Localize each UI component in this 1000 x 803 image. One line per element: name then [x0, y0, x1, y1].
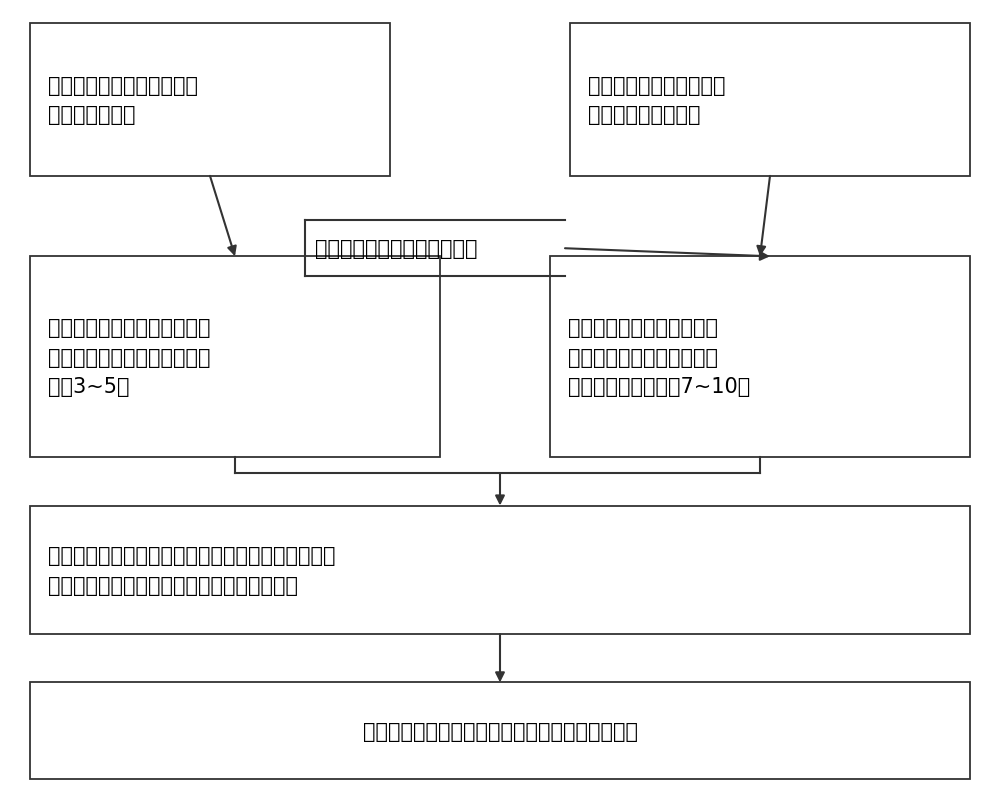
Text: 观察列当种子的萌发和寄生瘤的形成并计算寄生率: 观察列当种子的萌发和寄生瘤的形成并计算寄生率	[362, 721, 638, 740]
FancyBboxPatch shape	[30, 257, 440, 458]
FancyBboxPatch shape	[570, 24, 970, 177]
Text: 田间采集的向日葵列当种
子初筛、清洗和消毒: 田间采集的向日葵列当种 子初筛、清洗和消毒	[588, 75, 726, 125]
FancyBboxPatch shape	[550, 257, 970, 458]
Text: 消毒后的向日葵列当种子平
铺在滤纸上，用向日葵根系
分泌物湿润滤纸培养7~10天: 消毒后的向日葵列当种子平 铺在滤纸上，用向日葵根系 分泌物湿润滤纸培养7~10天	[568, 318, 750, 397]
Text: 消完毒的向日葵种子置于培
养皿中保湿催芽: 消完毒的向日葵种子置于培 养皿中保湿催芽	[48, 75, 198, 125]
FancyBboxPatch shape	[30, 24, 390, 177]
Text: 把预先催芽的向日葵幼苗放入
铺有湿润滤纸的方形培养皿中
培养3~5天: 把预先催芽的向日葵幼苗放入 铺有湿润滤纸的方形培养皿中 培养3~5天	[48, 318, 210, 397]
FancyBboxPatch shape	[30, 506, 970, 634]
Text: 广口瓶培养，收集根系分泌物: 广口瓶培养，收集根系分泌物	[315, 239, 478, 259]
FancyBboxPatch shape	[30, 683, 970, 779]
Text: 将上面预处理好的向日葵列当种子随同滤纸一并移入
有向日葵幼苗的方形培养皿中，继续保湿培养: 将上面预处理好的向日葵列当种子随同滤纸一并移入 有向日葵幼苗的方形培养皿中，继续…	[48, 545, 336, 595]
